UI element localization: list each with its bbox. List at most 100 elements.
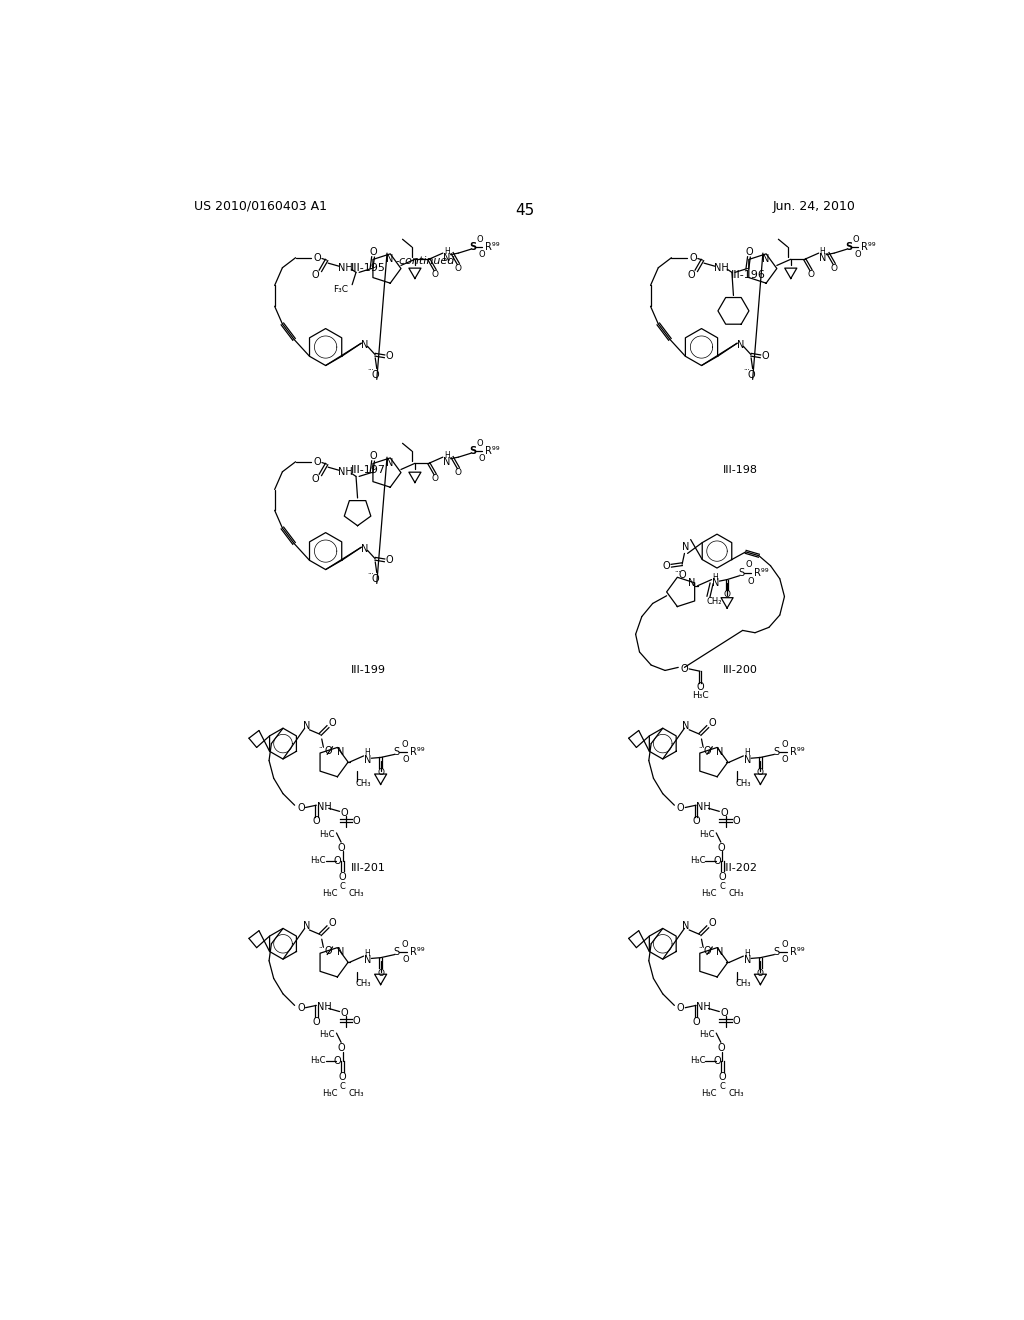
Text: -continued: -continued: [395, 256, 455, 265]
Text: CH₃: CH₃: [729, 1089, 744, 1098]
Text: H: H: [819, 247, 825, 256]
Text: R⁹⁹: R⁹⁹: [790, 747, 804, 758]
Text: CH₃: CH₃: [356, 979, 372, 989]
Text: O: O: [478, 454, 485, 463]
Text: O: O: [713, 1056, 721, 1065]
Text: O: O: [431, 271, 438, 279]
Text: III-196: III-196: [730, 271, 765, 280]
Text: ···: ···: [318, 746, 326, 751]
Text: H₃C: H₃C: [690, 1056, 706, 1065]
Text: O: O: [678, 570, 686, 579]
Text: O: O: [325, 746, 332, 755]
Text: Jun. 24, 2010: Jun. 24, 2010: [773, 199, 856, 213]
Text: O: O: [455, 264, 462, 273]
Text: NH: NH: [338, 467, 352, 477]
Text: H₃C: H₃C: [319, 830, 335, 840]
Text: O: O: [312, 1016, 321, 1027]
Text: O: O: [748, 577, 754, 586]
Text: N: N: [360, 544, 368, 554]
Text: O: O: [477, 235, 483, 244]
Text: O: O: [334, 855, 341, 866]
Text: N: N: [762, 255, 769, 264]
Text: O: O: [688, 271, 695, 280]
Text: O: O: [717, 842, 725, 853]
Text: O: O: [337, 1043, 345, 1053]
Text: O: O: [340, 1008, 348, 1018]
Text: R⁹⁹: R⁹⁹: [485, 242, 500, 252]
Text: O: O: [312, 271, 319, 280]
Text: H: H: [365, 949, 371, 957]
Text: O: O: [401, 940, 408, 949]
Text: N: N: [736, 339, 744, 350]
Text: N: N: [337, 747, 344, 758]
Text: S: S: [469, 242, 476, 252]
Text: N: N: [364, 755, 371, 764]
Text: N: N: [386, 458, 393, 469]
Text: N: N: [302, 721, 310, 731]
Text: N: N: [712, 578, 719, 589]
Text: O: O: [337, 842, 345, 853]
Text: R⁹⁹: R⁹⁹: [485, 446, 500, 455]
Text: O: O: [370, 247, 377, 257]
Text: O: O: [313, 457, 322, 467]
Text: CH₃: CH₃: [729, 890, 744, 898]
Text: O: O: [312, 816, 321, 826]
Text: N: N: [302, 921, 310, 931]
Text: R⁹⁹: R⁹⁹: [861, 242, 876, 252]
Text: S: S: [394, 747, 400, 758]
Text: H₃C: H₃C: [701, 1089, 717, 1098]
Text: CH₃: CH₃: [356, 779, 372, 788]
Text: H: H: [443, 451, 450, 461]
Text: O: O: [339, 871, 346, 882]
Text: H₃C: H₃C: [701, 890, 717, 898]
Text: O: O: [353, 1016, 360, 1026]
Text: O: O: [732, 816, 740, 825]
Text: O: O: [761, 351, 769, 362]
Text: O: O: [782, 956, 788, 965]
Text: NH: NH: [714, 263, 728, 273]
Text: N: N: [682, 543, 690, 552]
Text: N: N: [364, 954, 371, 965]
Text: O: O: [854, 251, 861, 259]
Text: S: S: [773, 948, 779, 957]
Text: O: O: [696, 682, 703, 693]
Text: III-197: III-197: [351, 465, 386, 475]
Text: O: O: [781, 940, 787, 949]
Text: NH: NH: [338, 263, 352, 273]
Text: N: N: [337, 948, 344, 957]
Text: O: O: [830, 264, 838, 273]
Text: O: O: [713, 855, 721, 866]
Text: O: O: [808, 271, 814, 279]
Text: S: S: [846, 242, 852, 252]
Text: O: O: [663, 561, 671, 570]
Text: O: O: [689, 252, 697, 263]
Text: N: N: [682, 921, 690, 931]
Text: O: O: [329, 718, 337, 727]
Text: S: S: [738, 569, 744, 578]
Text: O: O: [401, 741, 408, 748]
Text: III-195: III-195: [351, 263, 386, 273]
Text: S: S: [773, 747, 779, 758]
Text: R⁹⁹: R⁹⁹: [410, 948, 424, 957]
Text: R⁹⁹: R⁹⁹: [410, 747, 424, 758]
Text: O: O: [385, 556, 393, 565]
Text: C: C: [340, 1082, 346, 1090]
Text: O: O: [372, 370, 379, 380]
Text: S: S: [394, 948, 400, 957]
Text: H₃C: H₃C: [699, 830, 715, 840]
Text: NH: NH: [696, 801, 712, 812]
Text: H₃C: H₃C: [319, 1030, 335, 1039]
Text: O: O: [748, 370, 755, 380]
Text: O: O: [353, 816, 360, 825]
Text: ···: ···: [698, 746, 705, 751]
Text: O: O: [703, 945, 712, 956]
Text: O: O: [709, 718, 716, 727]
Text: N: N: [743, 954, 751, 965]
Text: ···: ···: [368, 367, 374, 374]
Text: O: O: [745, 247, 753, 257]
Text: H: H: [365, 748, 371, 758]
Text: O: O: [297, 803, 304, 813]
Text: O: O: [297, 1003, 304, 1012]
Text: N: N: [386, 255, 393, 264]
Text: O: O: [692, 816, 699, 826]
